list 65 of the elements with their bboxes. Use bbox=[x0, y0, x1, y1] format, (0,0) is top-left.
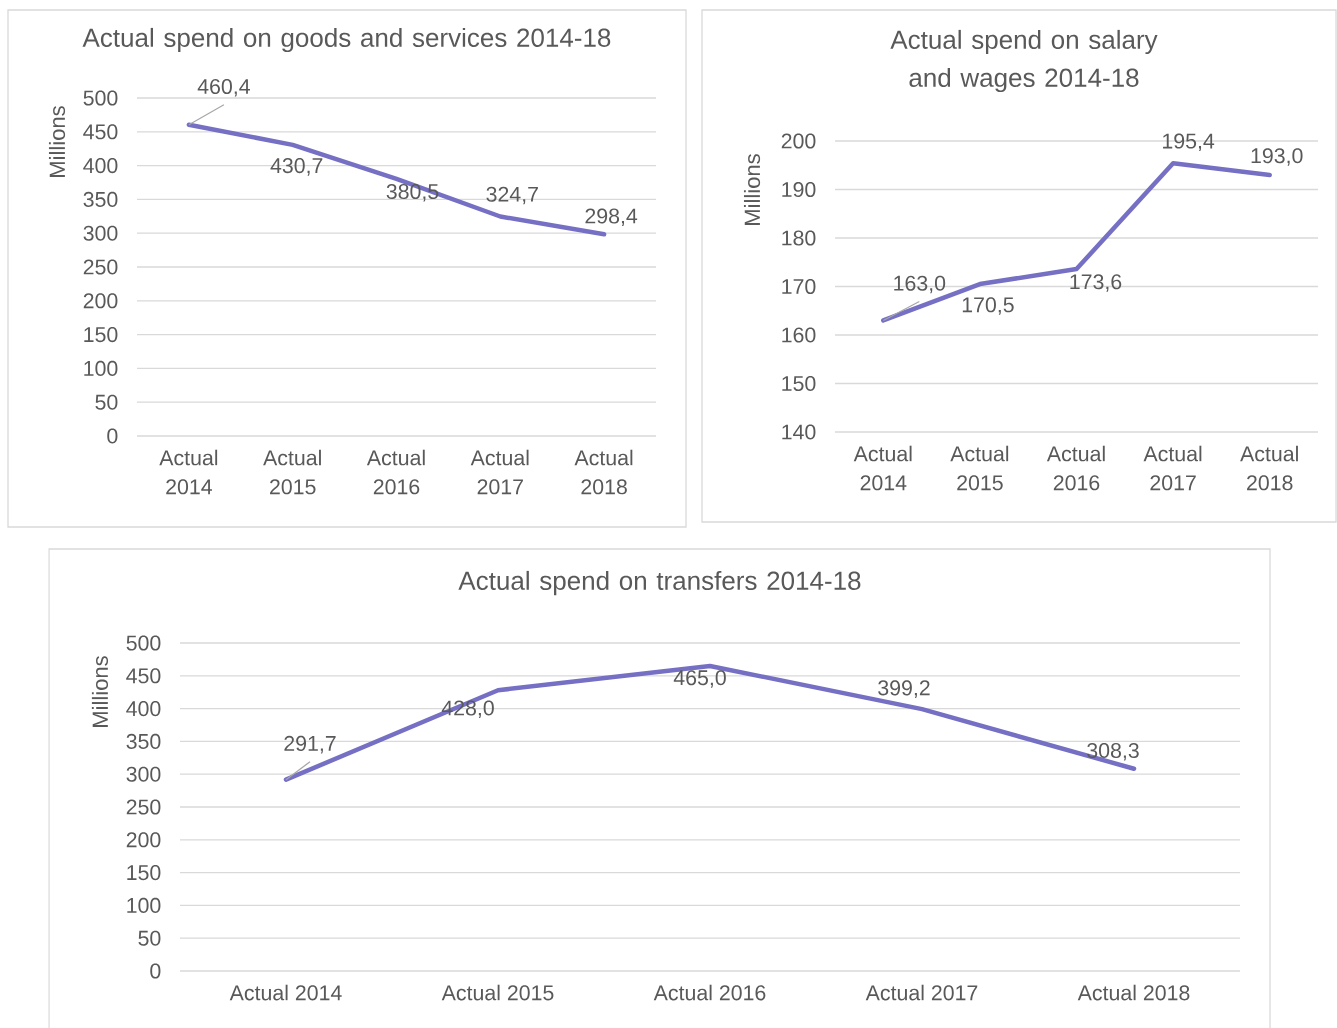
y-tick-label: 300 bbox=[83, 225, 118, 241]
x-tick-label: Actual 2016 bbox=[653, 984, 766, 1001]
x-tick-label: Actual 2018 bbox=[574, 449, 633, 495]
chart-title: Actual spend on goods and services 2014-18 bbox=[82, 27, 611, 53]
y-tick-label: 200 bbox=[83, 293, 118, 309]
x-tick-label: Actual 2015 bbox=[950, 445, 1009, 491]
y-tick-label: 450 bbox=[83, 124, 118, 140]
data-label: 291,7 bbox=[284, 735, 336, 754]
y-tick-label: 150 bbox=[84, 327, 118, 343]
y-tick-label: 200 bbox=[126, 832, 161, 848]
y-tick-label: 450 bbox=[126, 668, 161, 684]
x-tick-label: Actual 2016 bbox=[1046, 445, 1105, 491]
data-label: 193,0 bbox=[1251, 148, 1303, 166]
data-label: 170,5 bbox=[962, 297, 1014, 315]
chart-title: Actual spend on salary and wages 2014-18 bbox=[890, 29, 1158, 93]
x-tick-label: Actual 2017 bbox=[1143, 445, 1202, 491]
y-tick-label: 190 bbox=[782, 181, 816, 198]
data-label: 195,4 bbox=[1163, 133, 1215, 152]
x-tick-label: Actual 2016 bbox=[366, 449, 425, 495]
data-label: 430,7 bbox=[270, 158, 323, 176]
y-tick-label: 50 bbox=[138, 930, 161, 946]
data-label: 324,7 bbox=[486, 186, 538, 205]
y-tick-label: 0 bbox=[150, 963, 161, 979]
y-tick-label: 350 bbox=[83, 191, 118, 207]
line-series bbox=[283, 663, 1137, 782]
y-axis-title: Millions bbox=[91, 656, 109, 727]
chart-title: Actual spend on transfers 2014-18 bbox=[458, 570, 861, 596]
x-tick-label: Actual 2018 bbox=[1240, 445, 1298, 491]
y-tick-label: 150 bbox=[127, 865, 161, 881]
x-tick-label: Actual 2017 bbox=[470, 449, 529, 495]
y-axis-title: Millions bbox=[743, 154, 761, 225]
y-tick-label: 100 bbox=[84, 360, 118, 376]
y-tick-label: 140 bbox=[782, 424, 816, 440]
x-tick-label: Actual 2014 bbox=[229, 984, 342, 1001]
x-tick-label: Actual 2014 bbox=[853, 445, 912, 491]
y-tick-label: 160 bbox=[782, 327, 816, 343]
y-axis-title: Millions bbox=[48, 106, 66, 177]
y-tick-label: 500 bbox=[83, 90, 118, 106]
data-label: 163,0 bbox=[894, 275, 946, 294]
y-tick-label: 400 bbox=[83, 158, 118, 174]
y-tick-label: 100 bbox=[127, 897, 161, 913]
data-label: 399,2 bbox=[878, 680, 930, 698]
x-tick-label: Actual 2017 bbox=[865, 984, 978, 1001]
x-tick-label: Actual 2015 bbox=[441, 984, 554, 1001]
y-tick-label: 350 bbox=[126, 733, 161, 749]
x-tick-label: Actual 2015 bbox=[263, 449, 321, 495]
y-tick-label: 200 bbox=[781, 133, 816, 149]
y-tick-label: 0 bbox=[107, 428, 118, 444]
data-label: 308,3 bbox=[1087, 742, 1139, 761]
y-tick-label: 500 bbox=[126, 635, 161, 651]
y-tick-label: 50 bbox=[95, 394, 118, 410]
x-tick-label: Actual 2018 bbox=[1077, 984, 1190, 1001]
y-tick-label: 250 bbox=[83, 259, 118, 275]
data-label: 465,0 bbox=[673, 670, 726, 688]
y-tick-label: 400 bbox=[126, 701, 161, 717]
x-tick-label: Actual 2014 bbox=[159, 449, 218, 495]
y-tick-label: 170 bbox=[782, 278, 816, 295]
data-label: 380,5 bbox=[386, 183, 439, 202]
data-label: 460,4 bbox=[197, 78, 250, 97]
y-tick-label: 300 bbox=[126, 766, 161, 782]
data-label: 173,6 bbox=[1070, 274, 1122, 292]
y-tick-label: 180 bbox=[782, 230, 816, 246]
data-label: 298,4 bbox=[585, 208, 638, 227]
y-tick-label: 250 bbox=[126, 799, 161, 815]
y-tick-label: 150 bbox=[782, 375, 816, 392]
